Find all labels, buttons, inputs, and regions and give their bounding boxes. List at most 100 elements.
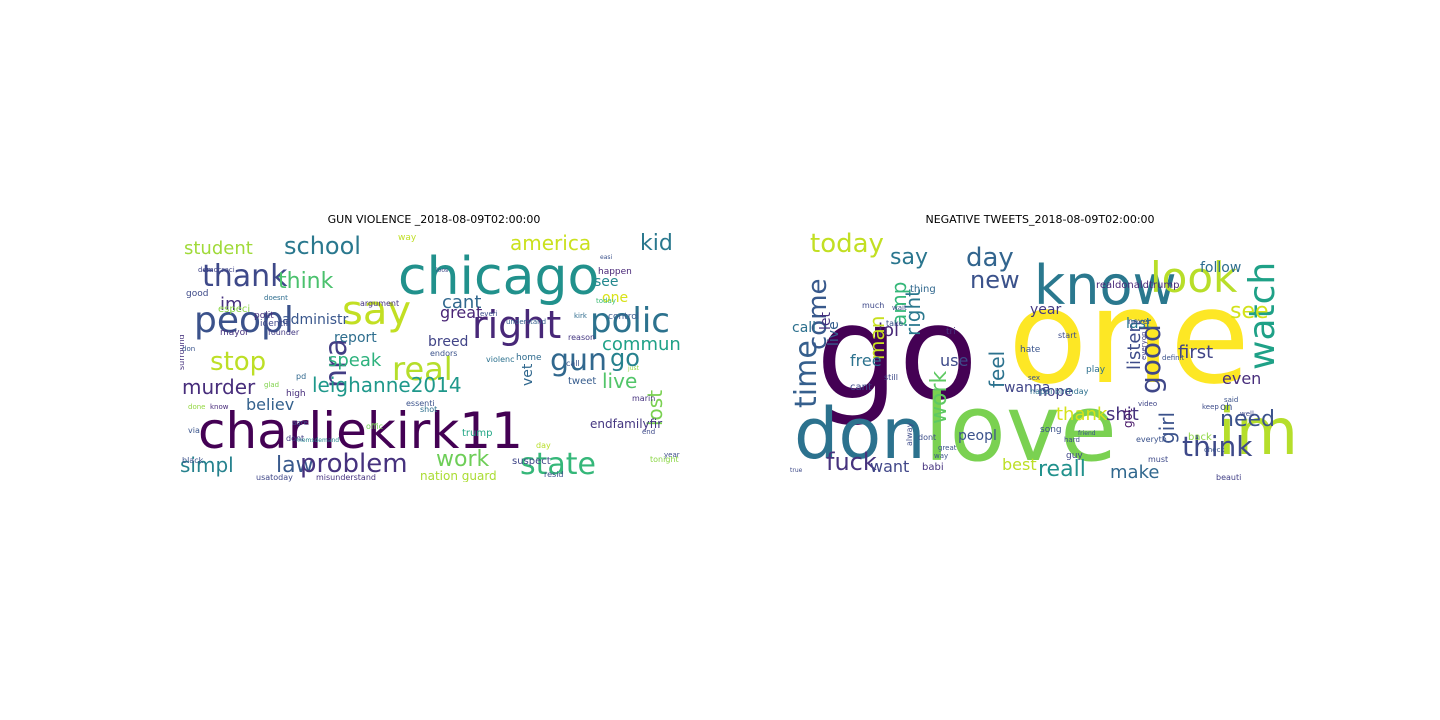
cloud-word-amp: amp (887, 282, 911, 326)
cloud-word-everi: everi (480, 310, 498, 318)
cloud-word-time: time (789, 340, 824, 408)
cloud-word-loos: loos (436, 267, 448, 274)
cloud-word-problem: problem (300, 449, 408, 479)
cloud-word-stop: stop (210, 347, 266, 377)
cloud-word-look: look (1150, 253, 1238, 302)
cloud-word-report: report (334, 330, 377, 346)
panel-title-gun-violence: GUN VIOLENCE _2018-08-09T02:00:00 (327, 213, 541, 226)
cloud-word-much: much (862, 301, 884, 310)
cloud-word-shit: shit (1106, 404, 1139, 425)
cloud-word-reall: reall (1038, 457, 1086, 482)
cloud-word-way: way (934, 452, 948, 460)
cloud-word-cant: cant (442, 292, 481, 313)
cloud-word-see: see (1230, 299, 1269, 324)
cloud-word-charliekirk11: charliekirk11 (198, 402, 523, 460)
cloud-word-start: start (1058, 331, 1077, 340)
cloud-word-im: im (1218, 396, 1294, 470)
cloud-word-momsdemand: momsdemand (296, 437, 339, 444)
cloud-word-reason: reason (568, 333, 595, 342)
cloud-word-founder: founder (268, 328, 300, 337)
cloud-word-listen: listen (1124, 321, 1145, 370)
cloud-word-essenti: essenti (406, 399, 435, 408)
cloud-word-realdonaldtrump: realdonaldtrump (1096, 280, 1179, 291)
cloud-word-end: end (642, 428, 655, 436)
panel-title-negative-tweets: NEGATIVE TWEETS_2018-08-09T02:00:00 (925, 213, 1155, 226)
cloud-word-endors: endors (430, 349, 457, 358)
cloud-word-student: student (184, 238, 253, 259)
cloud-word-babi: babi (922, 462, 944, 473)
cloud-word-nra: nra (319, 338, 354, 388)
cloud-word-call: call (792, 320, 816, 336)
cloud-word-suspect: suspect (512, 456, 551, 467)
cloud-word-shot: shot (420, 405, 437, 414)
cloud-word-glad: glad (264, 381, 279, 389)
cloud-word-leighanne2014: leighanne2014 (312, 373, 462, 397)
cloud-word-hate: hate (1020, 345, 1041, 355)
cloud-word-one: one (602, 290, 628, 306)
cloud-word-live: live (602, 369, 637, 393)
cloud-word-offic: offic (366, 422, 383, 431)
cloud-word-make: make (1110, 462, 1159, 482)
cloud-word-back: back (1188, 432, 1212, 443)
cloud-word-today: today (596, 297, 616, 305)
cloud-word-vet: vet (520, 363, 536, 386)
cloud-word-day: day (966, 243, 1014, 273)
cloud-word-beauti: beauti (1216, 473, 1241, 482)
cloud-word-kirk: kirk (574, 312, 588, 320)
cloud-word-control: control (608, 312, 639, 322)
cloud-word-call: call (566, 359, 580, 368)
cloud-word-even: even (1222, 369, 1261, 388)
cloud-word-last: last (1126, 316, 1152, 332)
cloud-word-good: good (186, 289, 208, 299)
cloud-word-everyon: everyon (1140, 332, 1148, 361)
cloud-word-lol: lol (878, 320, 899, 341)
cloud-word-today: today (810, 230, 884, 259)
cloud-word-year: year (664, 451, 680, 459)
cloud-word-law: law (276, 453, 314, 478)
cloud-word-school: school (284, 232, 361, 260)
cloud-word-violenc: violenc (486, 355, 514, 364)
cloud-word-best: best (1002, 455, 1037, 474)
cloud-word-don: don (182, 345, 195, 353)
cloud-word-first: first (1178, 342, 1213, 363)
cloud-word-resid: resid (544, 470, 564, 479)
cloud-word-video: video (1138, 400, 1157, 408)
cloud-word-im: im (220, 294, 243, 315)
cloud-word-especi: especi (218, 304, 250, 315)
cloud-word-know: know (1034, 254, 1177, 317)
cloud-word-say: say (342, 288, 411, 334)
cloud-word-keep: keep (1202, 403, 1219, 411)
cloud-word-definit: definit (1162, 354, 1185, 362)
cloud-word-wanna: wanna (1004, 380, 1050, 396)
cloud-word-argument: argument (360, 299, 399, 308)
cloud-word-thank: thank (1056, 404, 1108, 425)
cloud-word-gun: gun (550, 343, 607, 378)
cloud-word-said: said (1224, 396, 1238, 404)
cloud-word-year: year (1030, 302, 1061, 318)
cloud-word-identifi: identifi (260, 319, 291, 329)
cloud-word-girl: girl (1155, 412, 1179, 444)
cloud-word-just: just (627, 365, 640, 372)
cloud-word-live: live (826, 321, 842, 346)
cloud-word-need: need (1220, 407, 1275, 432)
cloud-word-breed: breed (428, 334, 468, 350)
cloud-word-sex: sex (1028, 374, 1040, 382)
cloud-word-misunderstand: misunderstand (316, 473, 376, 482)
cloud-word-polit: polit (254, 311, 274, 321)
cloud-word-must: must (1148, 455, 1168, 464)
cloud-word-use: use (940, 351, 968, 370)
cloud-word-wait: wait (892, 304, 907, 312)
cloud-word-endfamilyfir: endfamilyfir (590, 417, 662, 431)
wordcloud-gun-violence: charliekirk11 chicago say peopl right polic gu… (180, 230, 688, 482)
cloud-word-good: good (1134, 324, 1167, 394)
cloud-word-fuck: fuck (826, 448, 877, 476)
cloud-word-watch: watch (1242, 262, 1283, 370)
cloud-word-man: man (865, 316, 889, 360)
cloud-word-guy: guy (1066, 451, 1083, 461)
cloud-word-simpl: simpl (180, 453, 234, 477)
cloud-word-right: right (472, 303, 561, 347)
cloud-word-via: via (188, 426, 200, 435)
cloud-word-america: america (510, 231, 591, 255)
cloud-word-hard: hard (1064, 436, 1080, 444)
